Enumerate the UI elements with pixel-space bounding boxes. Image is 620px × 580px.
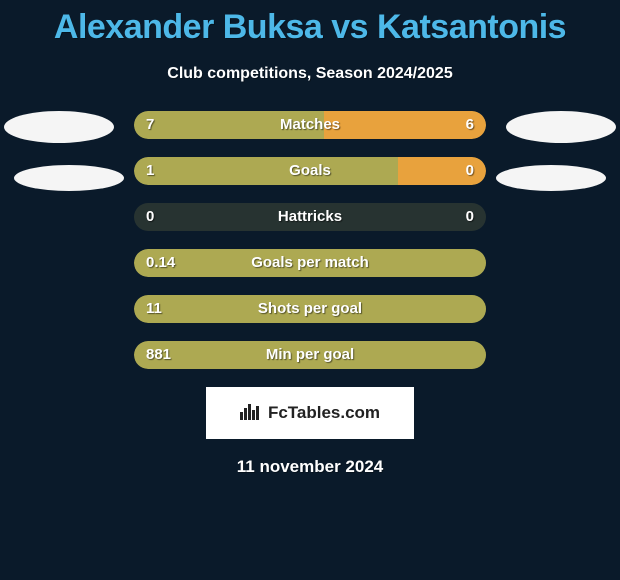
comparison-area: 7Matches61Goals00Hattricks00.14Goals per… [0,111,620,369]
stat-label: Hattricks [134,203,486,231]
player-left-photo-1 [4,111,114,143]
subtitle: Club competitions, Season 2024/2025 [0,65,620,83]
page-title: Alexander Buksa vs Katsantonis [0,0,620,47]
stat-label: Goals per match [134,249,486,277]
player-right-photo-2 [496,165,606,191]
player-left-photo-2 [14,165,124,191]
stat-value-right: 6 [466,111,474,139]
stat-label: Min per goal [134,341,486,369]
stat-value-right: 0 [466,157,474,185]
stat-row: 881Min per goal [134,341,486,369]
stat-bars: 7Matches61Goals00Hattricks00.14Goals per… [134,111,486,369]
stat-row: 11Shots per goal [134,295,486,323]
stat-row: 0Hattricks0 [134,203,486,231]
stat-label: Goals [134,157,486,185]
date-text: 11 november 2024 [0,457,620,477]
chart-bars-icon [240,402,262,425]
footer-brand-text: FcTables.com [268,403,380,423]
stat-value-right: 0 [466,203,474,231]
stat-label: Shots per goal [134,295,486,323]
stat-row: 0.14Goals per match [134,249,486,277]
stat-row: 7Matches6 [134,111,486,139]
stat-row: 1Goals0 [134,157,486,185]
stat-label: Matches [134,111,486,139]
footer-brand: FcTables.com [206,387,414,439]
player-right-photo-1 [506,111,616,143]
